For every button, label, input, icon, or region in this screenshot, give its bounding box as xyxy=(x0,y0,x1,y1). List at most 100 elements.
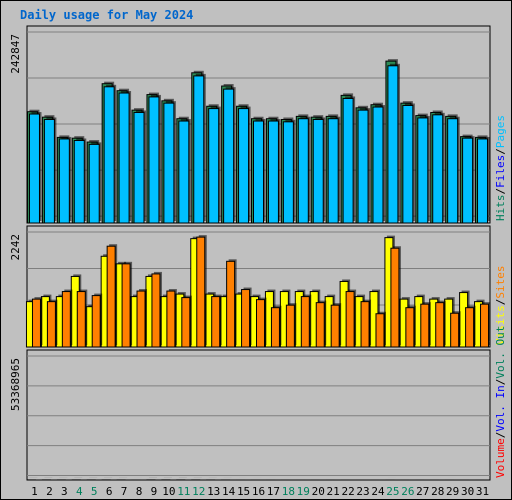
bar-sites-day-10 xyxy=(166,290,176,348)
day-label-6: 6 xyxy=(106,485,113,498)
legend-item: / xyxy=(494,432,507,439)
day-label-16: 16 xyxy=(252,485,265,498)
bar-sites-day-13 xyxy=(211,296,221,348)
legend-item: Volume xyxy=(494,438,507,478)
bar-sites-day-23 xyxy=(360,301,370,348)
bar-sites-day-3 xyxy=(61,291,71,348)
bar-sites-day-12 xyxy=(196,236,206,348)
bar-sites-day-17 xyxy=(270,307,280,348)
legend-item: / xyxy=(494,188,507,195)
day-label-14: 14 xyxy=(222,485,236,498)
day-label-15: 15 xyxy=(237,485,250,498)
bar-files-day-30 xyxy=(462,137,474,224)
bar-files-day-25 xyxy=(387,65,399,224)
legend-hits-files: Hits/Files/Pages xyxy=(494,115,507,221)
bar-files-day-1 xyxy=(28,113,40,224)
bar-files-day-2 xyxy=(43,118,55,224)
bar-sites-day-30 xyxy=(465,307,475,348)
bar-sites-day-14 xyxy=(226,260,236,348)
bar-sites-day-18 xyxy=(285,304,295,348)
legend-item: Pages xyxy=(494,115,507,148)
day-label-24: 24 xyxy=(371,485,385,498)
day-label-3: 3 xyxy=(61,485,68,498)
bar-sites-day-31 xyxy=(480,303,490,348)
bar-sites-day-11 xyxy=(181,297,191,348)
bar-sites-day-19 xyxy=(300,296,310,348)
bar-files-day-10 xyxy=(163,102,175,224)
day-label-29: 29 xyxy=(446,485,459,498)
bar-files-day-9 xyxy=(148,96,160,224)
bar-files-day-22 xyxy=(342,97,354,224)
bar-sites-day-8 xyxy=(136,290,146,348)
day-label-21: 21 xyxy=(327,485,340,498)
bar-sites-day-24 xyxy=(375,313,385,348)
bar-files-day-12 xyxy=(193,75,205,224)
bar-sites-day-22 xyxy=(345,291,355,348)
legend-item: Sites xyxy=(494,266,507,299)
bar-files-day-28 xyxy=(432,114,444,224)
day-label-11: 11 xyxy=(177,485,190,498)
day-label-12: 12 xyxy=(192,485,205,498)
day-label-10: 10 xyxy=(162,485,175,498)
bar-sites-day-9 xyxy=(151,273,161,348)
day-label-7: 7 xyxy=(121,485,128,498)
bar-files-day-27 xyxy=(417,117,429,224)
axis-max-label: 53368965 xyxy=(9,358,22,411)
bar-files-day-20 xyxy=(312,118,324,224)
legend-item: Vol. In xyxy=(494,385,507,431)
panel-volume xyxy=(26,349,491,481)
bar-files-day-18 xyxy=(282,121,294,224)
legend-item: Vol. Out xyxy=(494,326,507,379)
legend-item: / xyxy=(494,379,507,386)
bar-files-day-3 xyxy=(58,138,70,224)
bar-files-day-16 xyxy=(253,120,264,224)
bar-files-day-26 xyxy=(402,104,414,224)
day-label-26: 26 xyxy=(401,485,414,498)
axis-max-label: 2242 xyxy=(9,234,22,261)
day-label-9: 9 xyxy=(151,485,158,498)
bar-files-day-24 xyxy=(372,106,384,224)
chart-title: Daily usage for May 2024 xyxy=(20,8,194,22)
day-label-17: 17 xyxy=(267,485,280,498)
day-label-30: 30 xyxy=(461,485,474,498)
day-label-20: 20 xyxy=(312,485,325,498)
bar-sites-day-6 xyxy=(106,245,116,348)
bar-files-day-4 xyxy=(73,140,85,224)
bar-files-day-31 xyxy=(477,138,489,224)
bar-files-day-29 xyxy=(447,118,459,224)
day-label-22: 22 xyxy=(341,485,354,498)
bar-files-day-21 xyxy=(327,118,339,224)
legend-item: Hits xyxy=(494,195,507,222)
bar-sites-day-21 xyxy=(330,304,340,348)
day-label-4: 4 xyxy=(76,485,83,498)
bar-sites-day-20 xyxy=(315,302,325,348)
bar-sites-day-26 xyxy=(405,307,415,348)
bar-sites-day-1 xyxy=(31,298,41,348)
bar-sites-day-5 xyxy=(91,295,101,348)
bar-files-day-15 xyxy=(238,108,250,224)
bar-files-day-13 xyxy=(208,108,220,224)
day-label-25: 25 xyxy=(386,485,399,498)
bar-files-day-17 xyxy=(267,120,279,224)
legend-item: / xyxy=(494,299,507,306)
bar-sites-day-7 xyxy=(121,263,131,348)
day-label-23: 23 xyxy=(356,485,369,498)
legend-visits-sites: Visits/Sites xyxy=(494,266,507,346)
day-label-28: 28 xyxy=(431,485,444,498)
bar-sites-day-15 xyxy=(241,289,251,348)
legend-item: Files xyxy=(494,155,507,188)
bar-sites-day-16 xyxy=(256,299,265,348)
axis-max-label: 242847 xyxy=(9,34,22,74)
bar-sites-day-27 xyxy=(420,303,430,348)
day-label-1: 1 xyxy=(31,485,38,498)
bar-sites-day-29 xyxy=(450,312,460,348)
bar-files-day-7 xyxy=(118,92,130,224)
day-label-19: 19 xyxy=(297,485,310,498)
bar-files-day-11 xyxy=(178,120,190,224)
bar-sites-day-4 xyxy=(76,291,86,348)
legend-volume: Volume/Vol. In/Vol. Out xyxy=(494,326,507,478)
bar-files-day-14 xyxy=(223,88,235,224)
bar-sites-day-25 xyxy=(390,247,400,348)
